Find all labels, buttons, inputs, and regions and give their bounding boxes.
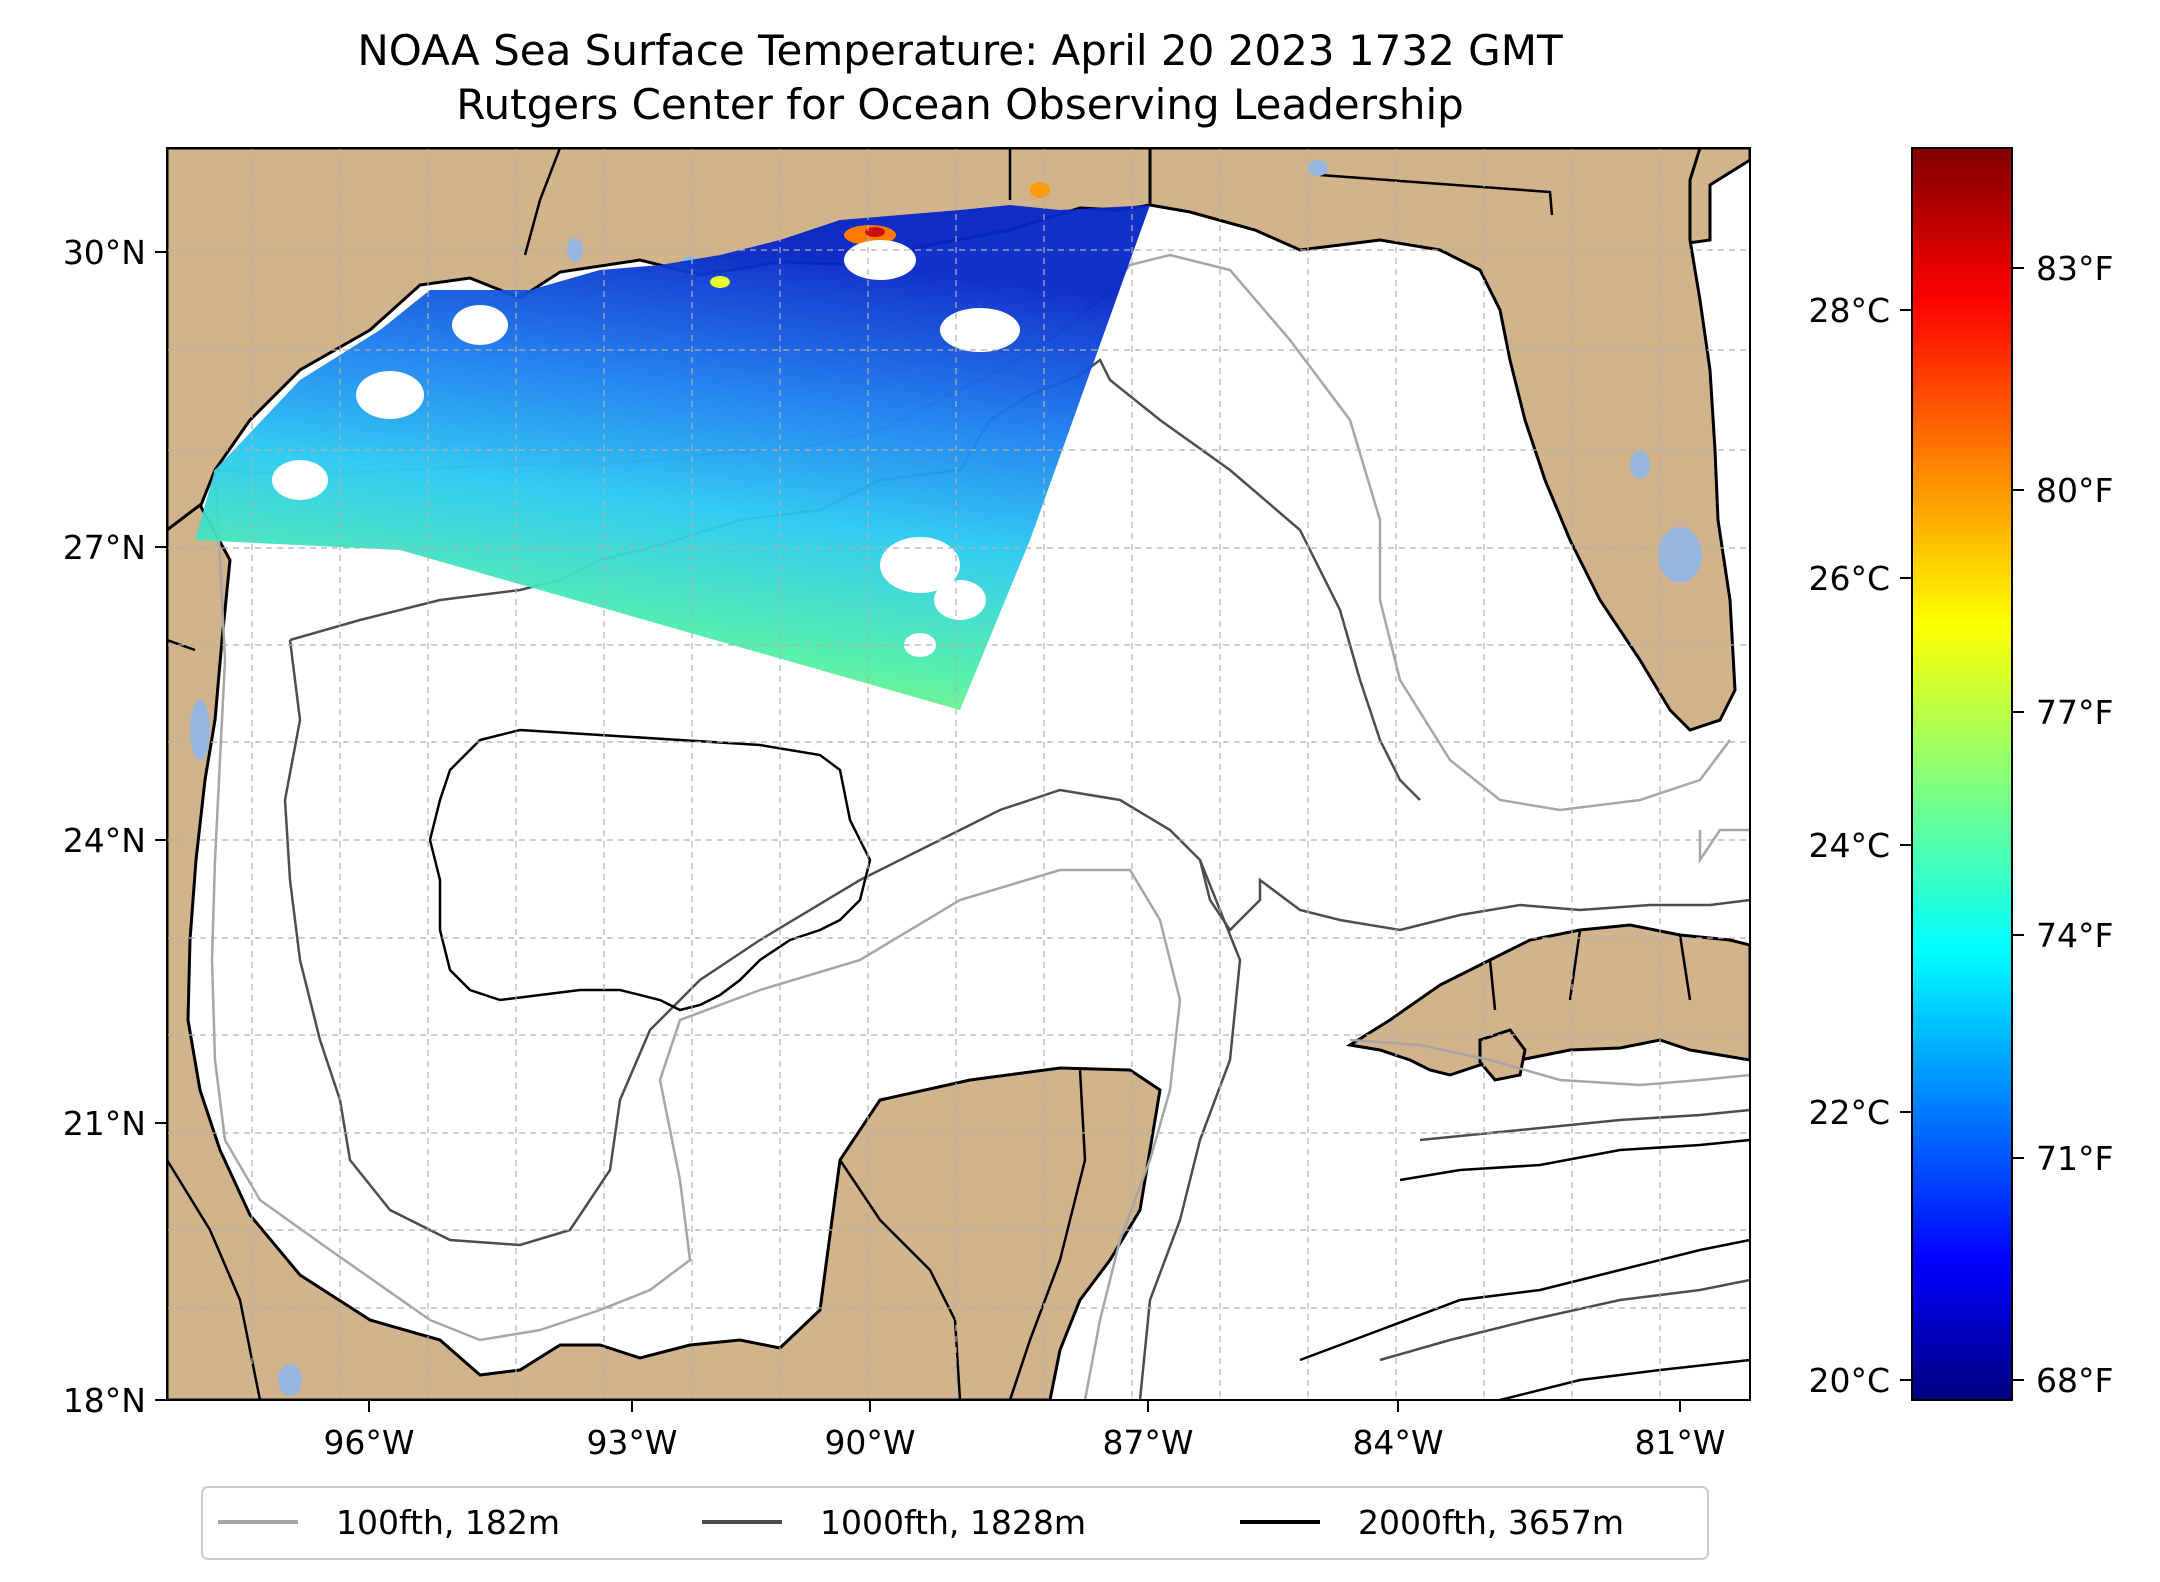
- land-texas-mexico-coast: [167, 502, 1162, 1400]
- legend-label-1000fth: 1000fth, 1828m: [820, 1503, 1086, 1542]
- latitude-labels: 30°N 27°N 24°N 21°N 18°N: [63, 233, 146, 1420]
- lat-label-24n: 24°N: [63, 821, 146, 860]
- sst-swath: [195, 182, 1150, 710]
- colorbar: 28°C 26°C 24°C 22°C 20°C 83°F 80°F 77°F …: [1808, 147, 2113, 1401]
- lon-label-93w: 93°W: [586, 1423, 677, 1462]
- land-florida: [1148, 148, 1737, 732]
- political-borders: [167, 148, 1692, 1400]
- fahrenheit-label-83: 83°F: [2036, 249, 2113, 288]
- fahrenheit-label-77: 77°F: [2036, 693, 2113, 732]
- fahrenheit-label-74: 74°F: [2036, 916, 2113, 955]
- lon-label-81w: 81°W: [1634, 1423, 1725, 1462]
- inland-water: [190, 160, 1702, 1396]
- map-frame: [166, 147, 1751, 1401]
- celsius-label-24: 24°C: [1808, 826, 1890, 865]
- celsius-label-20: 20°C: [1808, 1361, 1890, 1400]
- title-line-2: Rutgers Center for Ocean Observing Leade…: [456, 80, 1464, 129]
- fahrenheit-label-71: 71°F: [2036, 1139, 2113, 1178]
- lon-label-84w: 84°W: [1352, 1423, 1443, 1462]
- legend: 100fth, 182m 1000fth, 1828m 2000fth, 365…: [201, 1486, 1709, 1560]
- fahrenheit-label-68: 68°F: [2036, 1361, 2113, 1400]
- legend-item-1000fth: 1000fth, 1828m: [702, 1503, 1086, 1542]
- legend-label-2000fth: 2000fth, 3657m: [1358, 1503, 1624, 1542]
- lat-label-30n: 30°N: [63, 233, 146, 272]
- legend-item-2000fth: 2000fth, 3657m: [1240, 1503, 1624, 1542]
- map-panel: [167, 148, 1750, 1400]
- lat-label-18n: 18°N: [63, 1381, 146, 1420]
- fahrenheit-label-80: 80°F: [2036, 471, 2113, 510]
- celsius-label-26: 26°C: [1808, 559, 1890, 598]
- lon-label-96w: 96°W: [323, 1423, 414, 1462]
- contour-2000fth: [428, 728, 1750, 1400]
- map-title: NOAA Sea Surface Temperature: April 20 2…: [0, 24, 1920, 132]
- lat-label-27n: 27°N: [63, 528, 146, 567]
- celsius-label-28: 28°C: [1808, 291, 1890, 330]
- longitude-labels: 96°W 93°W 90°W 87°W 84°W 81°W: [323, 1423, 1725, 1462]
- land-cuba: [1345, 923, 1750, 1077]
- colorbar-fahrenheit-labels: 83°F 80°F 77°F 74°F 71°F 68°F: [2036, 249, 2113, 1400]
- colorbar-celsius-ticks: [1900, 309, 1912, 1381]
- lon-label-90w: 90°W: [824, 1423, 915, 1462]
- colorbar-celsius-labels: 28°C 26°C 24°C 22°C 20°C: [1808, 291, 1890, 1400]
- legend-box: [201, 1486, 1709, 1560]
- colorbar-fahrenheit-ticks: [2012, 267, 2024, 1381]
- axis-ticks: [155, 251, 1681, 1412]
- legend-label-100fth: 100fth, 182m: [336, 1503, 560, 1542]
- lon-label-87w: 87°W: [1102, 1423, 1193, 1462]
- title-line-1: NOAA Sea Surface Temperature: April 20 2…: [357, 26, 1563, 75]
- legend-item-100fth: 100fth, 182m: [218, 1503, 560, 1542]
- lat-label-21n: 21°N: [63, 1104, 146, 1143]
- celsius-label-22: 22°C: [1808, 1093, 1890, 1132]
- colorbar-gradient: [1911, 147, 2013, 1401]
